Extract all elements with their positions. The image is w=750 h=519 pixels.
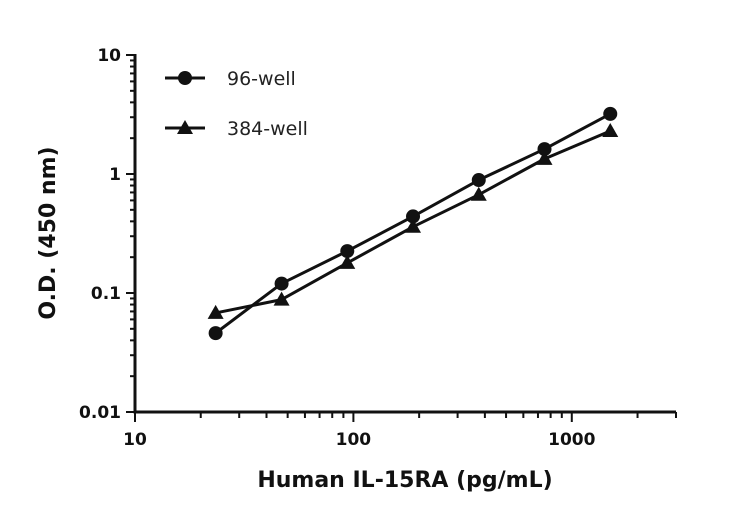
y-axis-label: O.D. (450 nm) bbox=[36, 146, 61, 319]
tick-labels: 0.01 0.1 1 10 10 100 1000 bbox=[79, 46, 596, 450]
legend-label-384-well: 384-well bbox=[227, 118, 308, 140]
x-tick-label: 1000 bbox=[548, 430, 595, 450]
data-point-circle bbox=[208, 326, 223, 341]
y-tick-label: 0.01 bbox=[79, 403, 121, 423]
data-point-triangle bbox=[273, 291, 290, 306]
legend-marker-triangle bbox=[177, 120, 193, 134]
data-point-triangle bbox=[207, 304, 224, 319]
x-tick-label: 10 bbox=[123, 430, 147, 450]
series-group bbox=[207, 106, 619, 341]
data-point-circle bbox=[406, 209, 421, 224]
data-point-circle bbox=[471, 173, 486, 188]
data-point-triangle bbox=[536, 150, 553, 165]
data-point-circle bbox=[274, 276, 289, 291]
legend-marker-circle bbox=[178, 71, 192, 85]
x-axis-label: Human IL-15RA (pg/mL) bbox=[257, 468, 552, 493]
data-point-triangle bbox=[602, 122, 619, 137]
series-96-well bbox=[208, 106, 618, 341]
data-point-circle bbox=[603, 106, 618, 121]
series-384-well bbox=[207, 122, 619, 319]
data-point-triangle bbox=[405, 218, 422, 233]
legend: 96-well 384-well bbox=[165, 68, 308, 140]
legend-label-96-well: 96-well bbox=[227, 68, 296, 90]
data-point-triangle bbox=[470, 186, 487, 201]
y-tick-label: 0.1 bbox=[91, 284, 121, 304]
y-tick-label: 10 bbox=[97, 46, 121, 66]
y-tick-label: 1 bbox=[109, 165, 121, 185]
data-point-circle bbox=[340, 244, 355, 259]
x-tick-label: 100 bbox=[336, 430, 372, 450]
data-point-circle bbox=[537, 142, 552, 157]
data-point-triangle bbox=[339, 254, 356, 269]
legend-item-384-well: 384-well bbox=[165, 118, 308, 140]
axes bbox=[126, 54, 677, 422]
legend-item-96-well: 96-well bbox=[165, 68, 296, 90]
